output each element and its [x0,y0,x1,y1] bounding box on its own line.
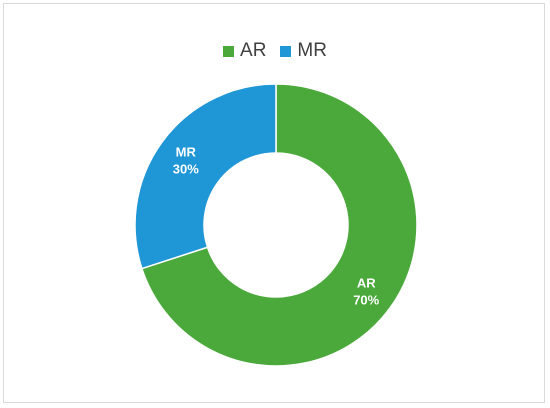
donut-labels: AR 70% MR 30% [173,144,380,307]
slice-label-ar: AR 70% [353,276,379,308]
donut-slices [134,83,418,367]
legend-label-mr: MR [297,40,327,61]
slice-label-mr: MR 30% [173,144,199,176]
slice-mr [134,83,277,270]
legend: AR MR [0,40,550,62]
slice-percent-mr: 30% [173,161,199,176]
slice-category-ar: AR [357,276,376,291]
slice-ar [140,83,418,367]
slice-category-mr: MR [176,144,197,159]
slice-percent-ar: 70% [353,293,379,308]
legend-label-ar: AR [240,40,267,61]
legend-swatch-mr [280,45,292,57]
legend-item-ar: AR [223,40,266,62]
legend-swatch-ar [223,45,235,57]
legend-item-mr: MR [280,40,327,62]
